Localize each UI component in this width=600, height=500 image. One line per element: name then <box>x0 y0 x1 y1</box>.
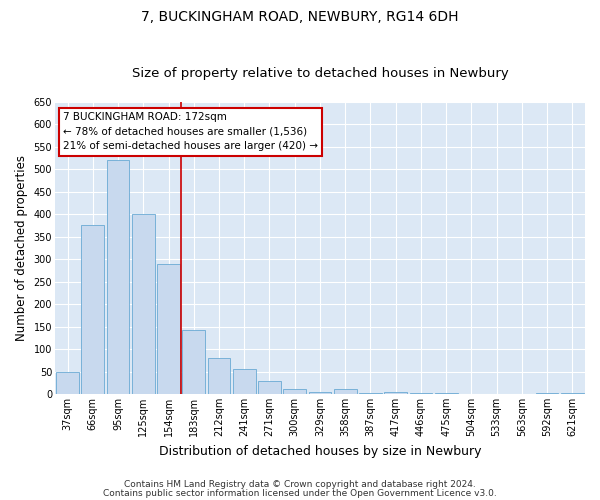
Text: 7 BUCKINGHAM ROAD: 172sqm
← 78% of detached houses are smaller (1,536)
21% of se: 7 BUCKINGHAM ROAD: 172sqm ← 78% of detac… <box>63 112 318 152</box>
Y-axis label: Number of detached properties: Number of detached properties <box>15 155 28 341</box>
Bar <box>107 160 130 394</box>
Bar <box>536 392 559 394</box>
Text: Contains HM Land Registry data © Crown copyright and database right 2024.: Contains HM Land Registry data © Crown c… <box>124 480 476 489</box>
Bar <box>258 380 281 394</box>
Bar <box>132 214 155 394</box>
Title: Size of property relative to detached houses in Newbury: Size of property relative to detached ho… <box>131 66 508 80</box>
Bar <box>410 392 432 394</box>
Bar <box>435 393 458 394</box>
Bar <box>182 330 205 394</box>
Bar <box>157 264 180 394</box>
Text: Contains public sector information licensed under the Open Government Licence v3: Contains public sector information licen… <box>103 488 497 498</box>
Bar <box>82 226 104 394</box>
Bar <box>283 388 306 394</box>
Bar <box>308 392 331 394</box>
Bar <box>385 392 407 394</box>
X-axis label: Distribution of detached houses by size in Newbury: Distribution of detached houses by size … <box>159 444 481 458</box>
Bar <box>233 370 256 394</box>
Bar <box>561 393 584 394</box>
Bar <box>208 358 230 394</box>
Bar <box>334 388 356 394</box>
Bar <box>56 372 79 394</box>
Text: 7, BUCKINGHAM ROAD, NEWBURY, RG14 6DH: 7, BUCKINGHAM ROAD, NEWBURY, RG14 6DH <box>141 10 459 24</box>
Bar <box>359 392 382 394</box>
